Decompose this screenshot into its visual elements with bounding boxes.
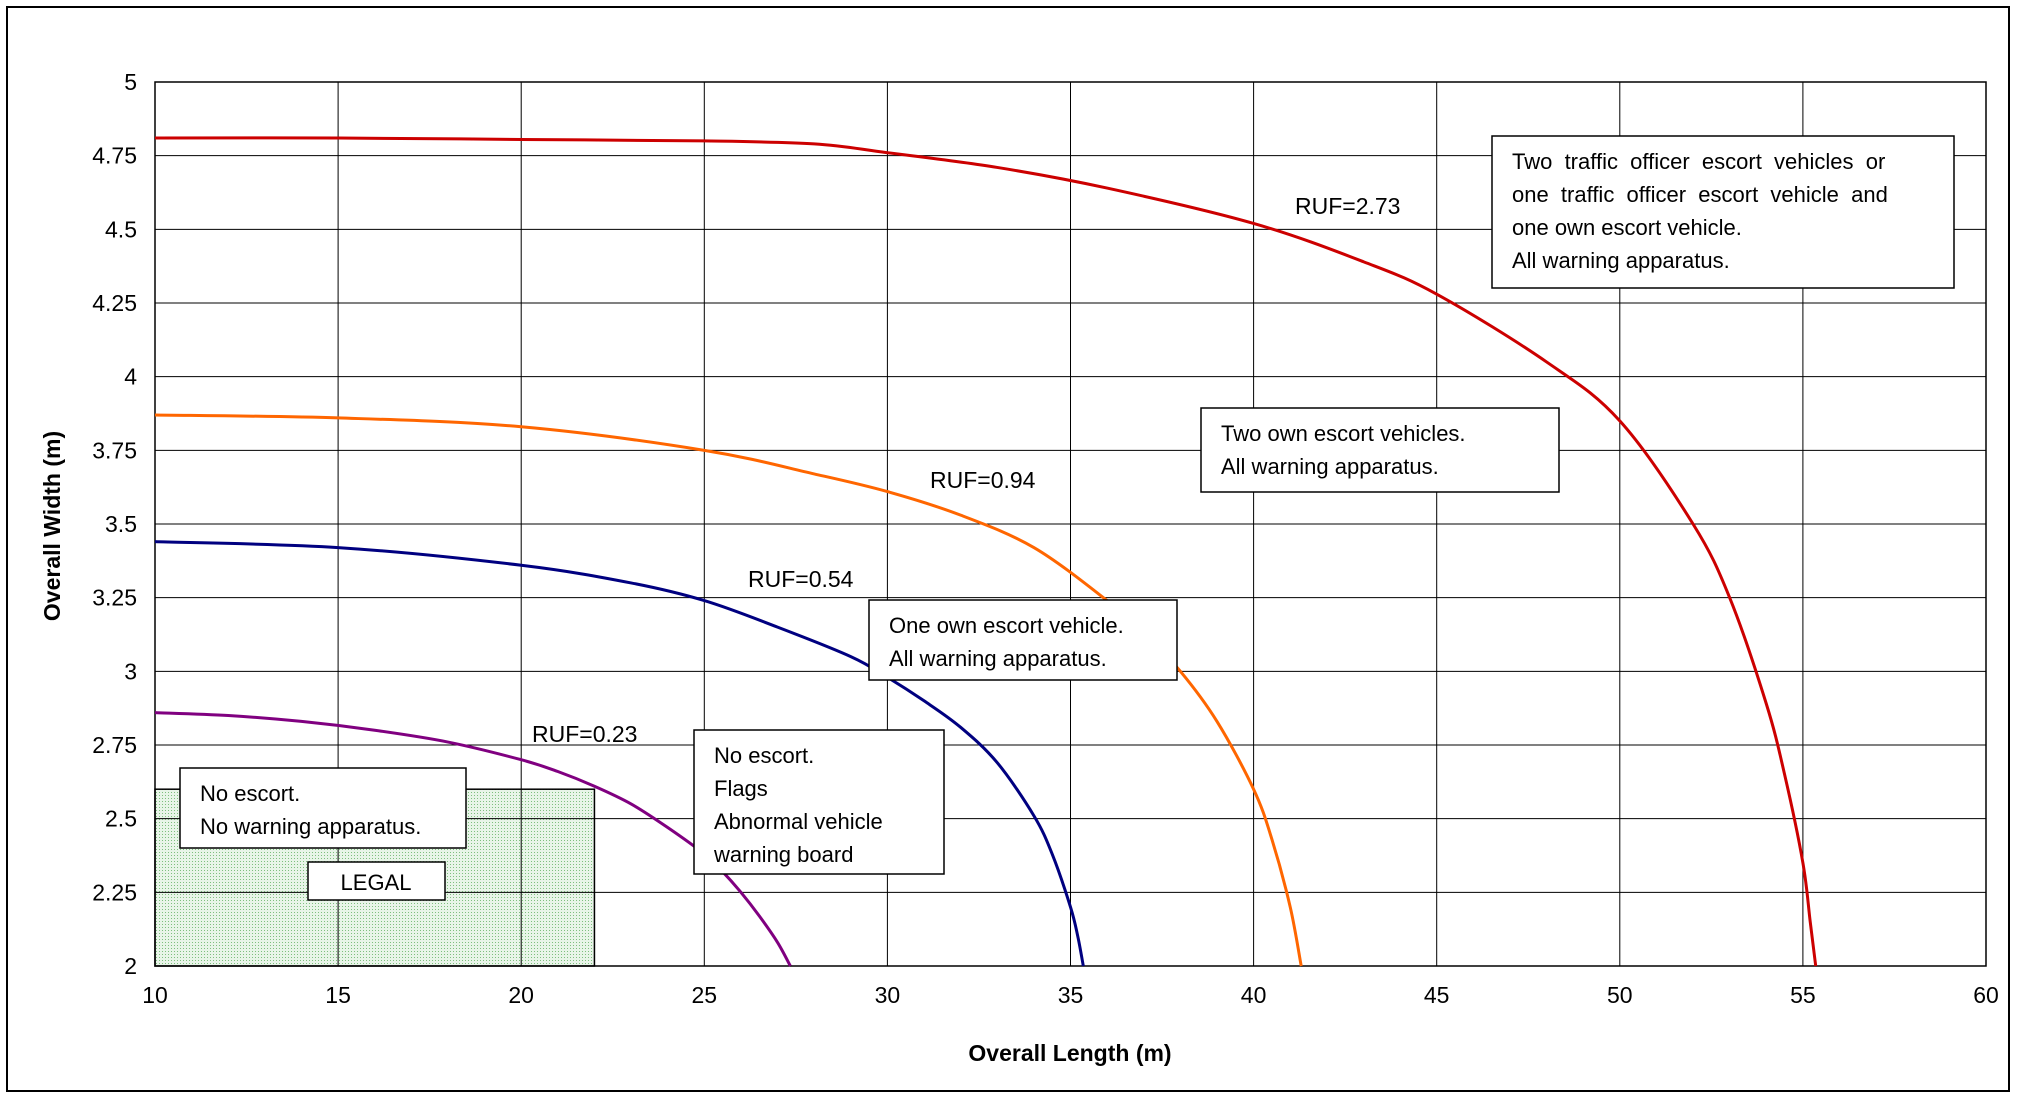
annotation-text: No escort. [714,743,814,768]
y-tick-label: 2.5 [105,806,137,832]
annotation-text: No warning apparatus. [200,814,421,839]
y-tick-label: 4.25 [92,290,137,316]
x-tick-label: 60 [1973,982,1999,1008]
annotation-boxes: No escort.No warning apparatus.No escort… [179,135,1955,901]
annotation-box-3: One own escort vehicle. All warning appar… [868,599,1178,681]
y-tick-label: 2.25 [92,879,137,905]
x-tick-label: 45 [1424,982,1450,1008]
plot-area-border [154,81,1987,967]
annotation-text: one traffic officer escort vehicle and [1512,182,1888,207]
annotation-box-2: No escort. Flags Abnormal vehicle warning b… [693,729,945,875]
x-axis-title: Overall Length (m) [968,1040,1171,1066]
annotation-text: Flags [714,776,768,801]
annotation-text: All warning apparatus. [889,646,1107,671]
x-tick-label: 10 [142,982,168,1008]
y-tick-label: 4.75 [92,143,137,169]
x-tick-label: 50 [1607,982,1633,1008]
x-tick-label: 55 [1790,982,1816,1008]
series-labels: RUF=0.23 RUF=0.54 RUF=0.94 RUF=2.73 [532,193,1400,747]
y-tick-label: 3.5 [105,511,137,537]
series-label-3: RUF=0.94 [930,467,1036,493]
annotation-frame [693,729,945,875]
annotation-text: One own escort vehicle. [889,613,1124,638]
y-tick-label: 3 [124,658,137,684]
y-tick-label: 4.5 [105,216,137,242]
series-label-2: RUF=0.54 [748,566,854,592]
y-tick-label: 2.75 [92,732,137,758]
annotation-box-1: No escort. No warning apparatus. [179,767,467,849]
y-tick-label: 4 [124,364,137,390]
legal-label: LEGAL [341,870,412,895]
x-tick-label: 20 [508,982,534,1008]
series-label-4: RUF=2.73 [1295,193,1400,219]
annotation-text: Two own escort vehicles. [1221,421,1466,446]
y-axis-title: Overall Width (m) [39,431,65,621]
annotation-text: No escort. [200,781,300,806]
annotation-text: All warning apparatus. [1512,248,1730,273]
annotation-box-4: Two own escort vehicles. All warning appa… [1200,407,1560,493]
x-tick-label: 40 [1241,982,1267,1008]
y-tick-label: 2 [124,953,137,979]
annotation-text: All warning apparatus. [1221,454,1439,479]
annotation-frame [179,767,467,849]
series-line-4 [154,136,1818,967]
y-tick-label: 5 [124,69,137,95]
x-tick-label: 35 [1058,982,1084,1008]
annotation-text: Abnormal vehicle [714,809,883,834]
annotation-frame [1491,135,1955,289]
annotation-text: Two traffic officer escort vehicles or [1512,149,1885,174]
legal-label-box: LEGAL [307,861,446,901]
legal-label-frame [307,861,446,901]
y-tick-label: 3.25 [92,585,137,611]
x-tick-label: 15 [325,982,351,1008]
annotation-frame [1200,407,1560,493]
series-line-1 [154,711,792,967]
annotation-text: one own escort vehicle. [1512,215,1742,240]
series-label-1: RUF=0.23 [532,721,637,747]
tick-labels: 10 15 20 25 30 35 40 45 50 55 6022.252.52.7533.253… [92,69,1999,1008]
y-tick-label: 3.75 [92,437,137,463]
annotation-box-5: Two traffic officer escort vehicles or on… [1491,135,1955,289]
annotation-text: warning board [713,842,853,867]
x-tick-label: 25 [692,982,718,1008]
x-tick-label: 30 [875,982,901,1008]
annotation-frame [868,599,1178,681]
series-line-3 [154,413,1303,967]
